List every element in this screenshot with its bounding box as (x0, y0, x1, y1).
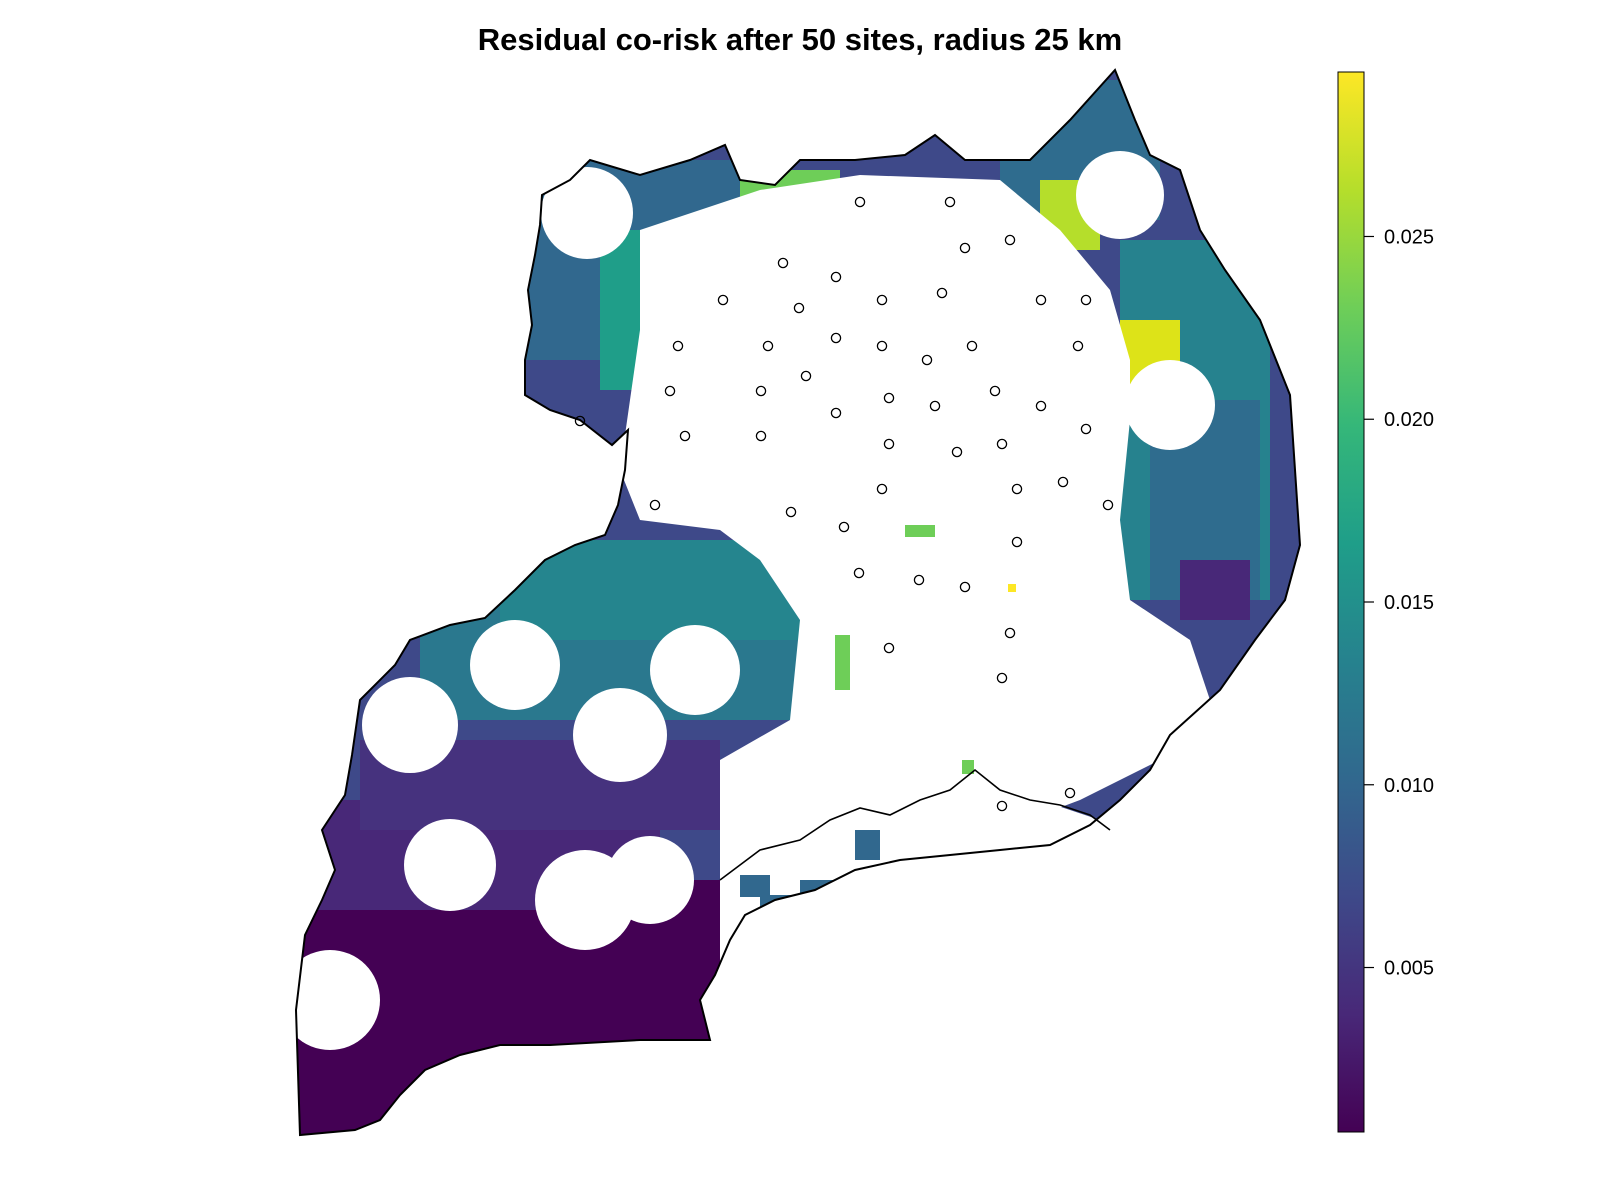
site-marker (1004, 234, 1016, 246)
site-marker (785, 506, 797, 518)
raster-patch (1030, 850, 1042, 862)
raster-patch (905, 525, 935, 537)
legend-ticks: 0.005 0.010 0.015 0.020 0.025 (1364, 226, 1434, 980)
site-marker (1057, 476, 1069, 488)
site-marker (830, 407, 842, 419)
legend-tick-label: 0.010 (1384, 775, 1434, 797)
site-marker (929, 400, 941, 412)
site-marker (996, 800, 1008, 812)
legend-tick-label: 0.020 (1384, 409, 1434, 431)
raster-patch (962, 760, 974, 774)
site-marker (1011, 536, 1023, 548)
site-marker (1102, 499, 1114, 511)
raster-patch (835, 635, 850, 690)
site-marker (1080, 423, 1092, 435)
raster-patch (1008, 584, 1016, 592)
site-marker (1004, 627, 1016, 639)
site-marker (838, 521, 850, 533)
site-marker (574, 415, 586, 427)
country-outline (294, 68, 1302, 1137)
site-marker (1035, 294, 1047, 306)
site-marker (830, 271, 842, 283)
site-marker (944, 196, 956, 208)
color-legend: 0.005 0.010 0.015 0.020 0.025 (1337, 71, 1434, 1133)
site-marker (1011, 483, 1023, 495)
site-marker (876, 340, 888, 352)
site-marker (1080, 294, 1092, 306)
legend-tick-label: 0.025 (1384, 226, 1434, 248)
site-marker (936, 287, 948, 299)
site-marker (951, 446, 963, 458)
site-marker (996, 672, 1008, 684)
site-marker (1072, 340, 1084, 352)
lake-shoreline (719, 768, 1111, 881)
site-marker (996, 438, 1008, 450)
site-marker (876, 294, 888, 306)
site-marker (762, 340, 774, 352)
legend-tick-label: 0.015 (1384, 592, 1434, 614)
site-marker (921, 354, 933, 366)
risk-raster (296, 70, 1300, 1135)
map-title: Residual co-risk after 50 sites, radius … (477, 22, 1123, 57)
site-marker (793, 302, 805, 314)
site-marker (679, 430, 691, 442)
site-marker (883, 438, 895, 450)
site-marker (717, 294, 729, 306)
site-marker (959, 242, 971, 254)
site-marker (664, 385, 676, 397)
site-marker (913, 574, 925, 586)
site-marker (966, 340, 978, 352)
site-marker (649, 499, 661, 511)
site-marker (959, 581, 971, 593)
site-markers (574, 196, 1114, 812)
site-marker (755, 430, 767, 442)
site-marker (755, 385, 767, 397)
site-marker (830, 332, 842, 344)
site-marker (777, 257, 789, 269)
site-marker (883, 392, 895, 404)
site-marker (883, 642, 895, 654)
site-marker (1035, 400, 1047, 412)
legend-colorbar (1337, 71, 1365, 1133)
site-marker (854, 196, 866, 208)
site-marker (800, 370, 812, 382)
site-marker (672, 340, 684, 352)
site-marker (853, 567, 865, 579)
site-marker (876, 483, 888, 495)
site-marker (989, 385, 1001, 397)
legend-tick-label: 0.005 (1384, 958, 1434, 980)
site-marker (1064, 787, 1076, 799)
